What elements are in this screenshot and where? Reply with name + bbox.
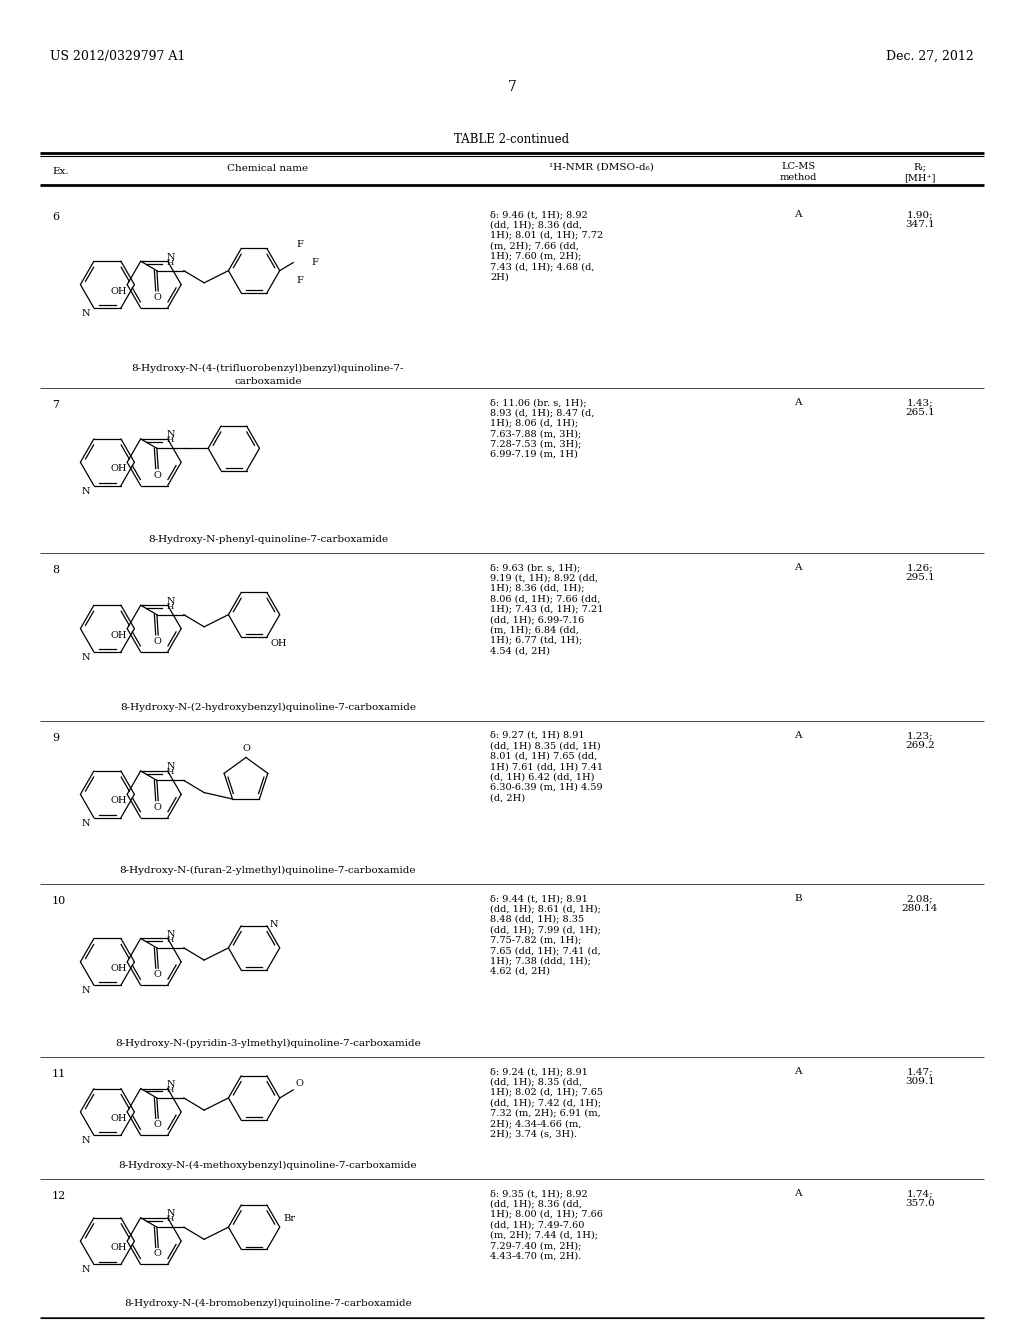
Text: 10: 10 (52, 896, 67, 906)
Text: Ex.: Ex. (52, 168, 69, 176)
Text: O: O (154, 1121, 161, 1129)
Text: F: F (296, 276, 303, 285)
Text: OH: OH (271, 639, 288, 648)
Text: Br: Br (284, 1214, 296, 1224)
Text: 12: 12 (52, 1191, 67, 1201)
Text: N: N (81, 653, 90, 663)
Text: carboxamide: carboxamide (234, 378, 302, 385)
Text: O: O (154, 1250, 161, 1258)
Text: LC-MS: LC-MS (781, 162, 815, 172)
Text: A: A (795, 210, 802, 219)
Text: N: N (166, 252, 175, 261)
Text: H: H (167, 1086, 174, 1094)
Text: N: N (166, 1080, 175, 1089)
Text: δ: 9.63 (br. s, 1H);
9.19 (t, 1H); 8.92 (dd,
1H); 8.36 (dd, 1H);
8.06 (d, 1H); 7: δ: 9.63 (br. s, 1H); 9.19 (t, 1H); 8.92 … (490, 564, 603, 655)
Text: δ: 9.44 (t, 1H); 8.91
(dd, 1H); 8.61 (d, 1H);
8.48 (dd, 1H); 8.35
(dd, 1H); 7.99: δ: 9.44 (t, 1H); 8.91 (dd, 1H); 8.61 (d,… (490, 894, 601, 975)
Text: OH: OH (111, 286, 127, 296)
Text: O: O (154, 293, 161, 302)
Text: 8: 8 (52, 565, 59, 576)
Text: N: N (166, 597, 175, 606)
Text: F: F (311, 259, 317, 267)
Text: F: F (296, 240, 303, 249)
Text: 8-Hydroxy-N-(pyridin-3-ylmethyl)quinoline-7-carboxamide: 8-Hydroxy-N-(pyridin-3-ylmethyl)quinolin… (115, 1039, 421, 1048)
Text: OH: OH (111, 796, 127, 805)
Text: 6: 6 (52, 213, 59, 222)
Text: A: A (795, 564, 802, 572)
Text: H: H (167, 259, 174, 267)
Text: H: H (167, 768, 174, 776)
Text: N: N (166, 430, 175, 440)
Text: Rₜ;: Rₜ; (913, 162, 927, 172)
Text: 8-Hydroxy-N-(2-hydroxybenzyl)quinoline-7-carboxamide: 8-Hydroxy-N-(2-hydroxybenzyl)quinoline-7… (120, 704, 416, 711)
Text: N: N (166, 929, 175, 939)
Text: δ: 9.46 (t, 1H); 8.92
(dd, 1H); 8.36 (dd,
1H); 8.01 (d, 1H); 7.72
(m, 2H); 7.66 : δ: 9.46 (t, 1H); 8.92 (dd, 1H); 8.36 (dd… (490, 210, 603, 281)
Text: A: A (795, 731, 802, 741)
Text: A: A (795, 1067, 802, 1076)
Text: N: N (81, 487, 90, 495)
Text: method: method (779, 173, 817, 182)
Text: H: H (167, 603, 174, 611)
Text: O: O (154, 638, 161, 645)
Text: N: N (81, 986, 90, 995)
Text: A: A (795, 1189, 802, 1199)
Text: 1.47;
309.1: 1.47; 309.1 (905, 1067, 935, 1086)
Text: 7: 7 (52, 400, 59, 411)
Text: N: N (270, 920, 279, 929)
Text: 1.43;
265.1: 1.43; 265.1 (905, 399, 935, 417)
Text: 8-Hydroxy-N-(4-methoxybenzyl)quinoline-7-carboxamide: 8-Hydroxy-N-(4-methoxybenzyl)quinoline-7… (119, 1162, 418, 1170)
Text: 1.90;
347.1: 1.90; 347.1 (905, 210, 935, 230)
Text: [MH⁺]: [MH⁺] (904, 173, 936, 182)
Text: O: O (154, 970, 161, 979)
Text: 8-Hydroxy-N-(4-(trifluorobenzyl)benzyl)quinoline-7-: 8-Hydroxy-N-(4-(trifluorobenzyl)benzyl)q… (132, 364, 404, 374)
Text: 8-Hydroxy-N-(4-bromobenzyl)quinoline-7-carboxamide: 8-Hydroxy-N-(4-bromobenzyl)quinoline-7-c… (124, 1299, 412, 1308)
Text: OH: OH (111, 631, 127, 640)
Text: 8-Hydroxy-N-(furan-2-ylmethyl)quinoline-7-carboxamide: 8-Hydroxy-N-(furan-2-ylmethyl)quinoline-… (120, 866, 416, 875)
Text: Dec. 27, 2012: Dec. 27, 2012 (886, 50, 974, 63)
Text: δ: 11.06 (br. s, 1H);
8.93 (d, 1H); 8.47 (d,
1H); 8.06 (d, 1H);
7.63-7.88 (m, 3H: δ: 11.06 (br. s, 1H); 8.93 (d, 1H); 8.47… (490, 399, 594, 459)
Text: O: O (154, 803, 161, 812)
Text: δ: 9.24 (t, 1H); 8.91
(dd, 1H); 8.35 (dd,
1H); 8.02 (d, 1H); 7.65
(dd, 1H); 7.42: δ: 9.24 (t, 1H); 8.91 (dd, 1H); 8.35 (dd… (490, 1067, 603, 1138)
Text: 1.23;
269.2: 1.23; 269.2 (905, 731, 935, 750)
Text: H: H (167, 437, 174, 445)
Text: 9: 9 (52, 733, 59, 743)
Text: OH: OH (111, 1114, 127, 1123)
Text: H: H (167, 1216, 174, 1224)
Text: 2.08;
280.14: 2.08; 280.14 (902, 894, 938, 913)
Text: H: H (167, 936, 174, 944)
Text: δ: 9.35 (t, 1H); 8.92
(dd, 1H); 8.36 (dd,
1H); 8.00 (d, 1H); 7.66
(dd, 1H); 7.49: δ: 9.35 (t, 1H); 8.92 (dd, 1H); 8.36 (dd… (490, 1189, 603, 1261)
Text: 1.26;
295.1: 1.26; 295.1 (905, 564, 935, 582)
Text: 1.74;
357.0: 1.74; 357.0 (905, 1189, 935, 1208)
Text: B: B (795, 894, 802, 903)
Text: N: N (81, 1266, 90, 1275)
Text: O: O (154, 470, 161, 479)
Text: ¹H-NMR (DMSO-d₆): ¹H-NMR (DMSO-d₆) (549, 162, 653, 172)
Text: N: N (81, 818, 90, 828)
Text: N: N (81, 1137, 90, 1146)
Text: δ: 9.27 (t, 1H) 8.91
(dd, 1H) 8.35 (dd, 1H)
8.01 (d, 1H) 7.65 (dd,
1H) 7.61 (dd,: δ: 9.27 (t, 1H) 8.91 (dd, 1H) 8.35 (dd, … (490, 731, 603, 803)
Text: Chemical name: Chemical name (227, 164, 308, 173)
Text: N: N (81, 309, 90, 318)
Text: TABLE 2-continued: TABLE 2-continued (455, 133, 569, 147)
Text: O: O (295, 1078, 303, 1088)
Text: N: N (166, 1209, 175, 1218)
Text: OH: OH (111, 1243, 127, 1253)
Text: 11: 11 (52, 1069, 67, 1078)
Text: OH: OH (111, 465, 127, 474)
Text: O: O (242, 744, 250, 754)
Text: US 2012/0329797 A1: US 2012/0329797 A1 (50, 50, 185, 63)
Text: 8-Hydroxy-N-phenyl-quinoline-7-carboxamide: 8-Hydroxy-N-phenyl-quinoline-7-carboxami… (147, 535, 388, 544)
Text: N: N (166, 763, 175, 771)
Text: A: A (795, 399, 802, 407)
Text: 7: 7 (508, 81, 516, 94)
Text: OH: OH (111, 964, 127, 973)
